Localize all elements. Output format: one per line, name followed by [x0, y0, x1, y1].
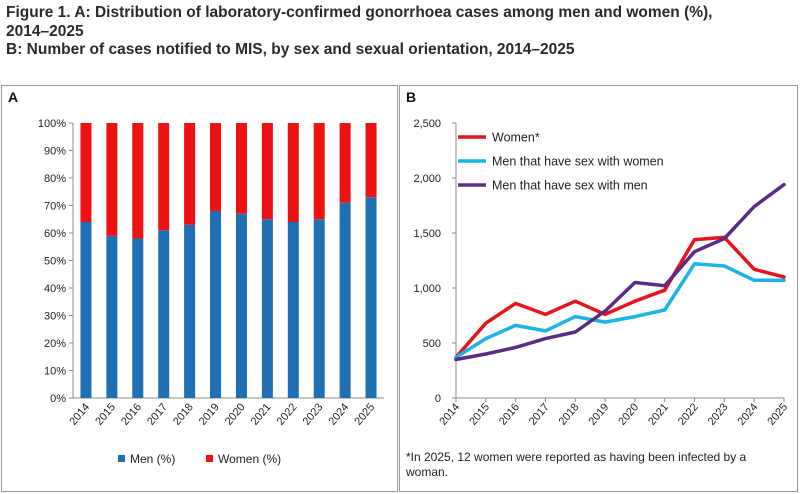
legend-swatch-men: [118, 455, 125, 462]
legend-label-men: Men (%): [130, 452, 175, 466]
bar-men: [235, 213, 247, 398]
figure-title: Figure 1. A: Distribution of laboratory-…: [6, 4, 796, 60]
x-tick-label: 2023: [706, 401, 731, 427]
bar-men: [80, 222, 92, 398]
x-tick-label: 2014: [437, 401, 462, 427]
x-tick-label: 2017: [145, 401, 170, 427]
line-chart: 0 500 1,000 1,500 2,000 2,500 2014 2015 2016 2017…: [413, 118, 790, 428]
bar-women: [106, 123, 118, 236]
x-tick-label: 2018: [557, 401, 582, 427]
bar-women: [210, 123, 222, 211]
y-tick-label: 70%: [44, 201, 66, 213]
bar-women: [365, 123, 377, 198]
y-tick-label: 30%: [44, 311, 66, 323]
x-tick-label: 2024: [736, 401, 761, 427]
x-tick-label: 2014: [67, 401, 92, 427]
x-tick-label: 2021: [646, 401, 671, 427]
bar-women: [132, 123, 144, 239]
legend-label-msm: Men that have sex with men: [492, 179, 648, 193]
bar-women: [313, 123, 325, 220]
y-tick-label: 90%: [44, 146, 66, 158]
bar-men: [106, 235, 118, 398]
bar-women: [287, 123, 299, 222]
y-tick-label: 100%: [38, 118, 66, 130]
y-tick-label: 10%: [44, 366, 66, 378]
y-tick-label: 1,000: [413, 283, 441, 295]
bar-men: [210, 211, 222, 398]
panel-a-label: A: [8, 89, 19, 105]
series-line-women: [454, 235, 786, 360]
y-tick-label: 2,000: [413, 173, 441, 185]
series-line-msm: [454, 182, 786, 362]
stacked-bar-chart: 0%10%20%30%40%50%60%70%80%90%100%2014 201…: [38, 118, 384, 466]
figure-title-line-1: Figure 1. A: Distribution of laboratory-…: [6, 4, 713, 21]
x-tick-label: 2015: [93, 401, 118, 427]
x-tick-label: 2023: [301, 401, 326, 427]
y-tick-label: 50%: [44, 256, 66, 268]
bar-women: [158, 123, 170, 231]
bar-men: [261, 219, 273, 398]
y-tick-label: 20%: [44, 338, 66, 350]
y-tick-label: 0%: [50, 393, 66, 405]
x-tick-label: 2018: [171, 401, 196, 427]
series-line-msw: [454, 262, 786, 360]
x-tick-label: 2020: [223, 401, 248, 427]
y-tick-label: 60%: [44, 228, 66, 240]
bar-men: [313, 219, 325, 398]
legend-label-women: Women*: [492, 131, 540, 145]
y-tick-label: 0: [435, 393, 441, 405]
x-tick-label: 2024: [326, 401, 351, 427]
footnote: *In 2025, 12 women were reported as havi…: [406, 450, 747, 479]
bar-men: [365, 197, 377, 398]
x-tick-label: 2019: [197, 401, 222, 427]
bar-men: [184, 224, 196, 398]
x-tick-label: 2016: [497, 401, 522, 427]
x-tick-label: 2019: [586, 401, 611, 427]
y-tick-label: 40%: [44, 283, 66, 295]
panel-a: A 0% 10% 20% 30% 40% 50% 60% 70% 80% 90% 100% 2014 2…: [1, 85, 398, 492]
bar-women: [261, 123, 273, 220]
bar-men: [158, 230, 170, 398]
figure-title-line-2: 2014–2025: [6, 22, 84, 40]
bar-women: [80, 123, 92, 222]
x-tick-label: 2015: [467, 401, 492, 427]
x-tick-label: 2022: [676, 401, 701, 427]
bar-women: [235, 123, 247, 214]
x-tick-label: 2017: [527, 401, 552, 427]
x-tick-label: 2025: [352, 401, 377, 427]
bar-women: [339, 123, 351, 203]
bar-women: [184, 123, 196, 225]
y-tick-label: 80%: [44, 173, 66, 185]
x-tick-label: 2022: [275, 401, 300, 427]
x-tick-label: 2020: [616, 401, 641, 427]
legend-label-women: Women (%): [218, 452, 281, 466]
x-tick-label: 2021: [249, 401, 274, 427]
x-tick-label: 2016: [119, 401, 144, 427]
legend-swatch-women: [206, 455, 213, 462]
legend-label-msw: Men that have sex with women: [492, 155, 664, 169]
bar-men: [287, 222, 299, 398]
x-tick-label: 2025: [765, 401, 790, 427]
y-tick-label: 1,500: [413, 228, 441, 240]
bar-men: [339, 202, 351, 398]
panel-b-label: B: [406, 89, 417, 105]
panel-b: B 0 500 1,000 1,500 2,000 2,500 2014 2015 2016 20…: [399, 85, 798, 492]
figure-title-line-3: B: Number of cases notified to MIS, by s…: [6, 41, 575, 58]
bar-men: [132, 238, 144, 398]
y-tick-label: 2,500: [413, 118, 441, 130]
y-tick-label: 500: [423, 338, 441, 350]
